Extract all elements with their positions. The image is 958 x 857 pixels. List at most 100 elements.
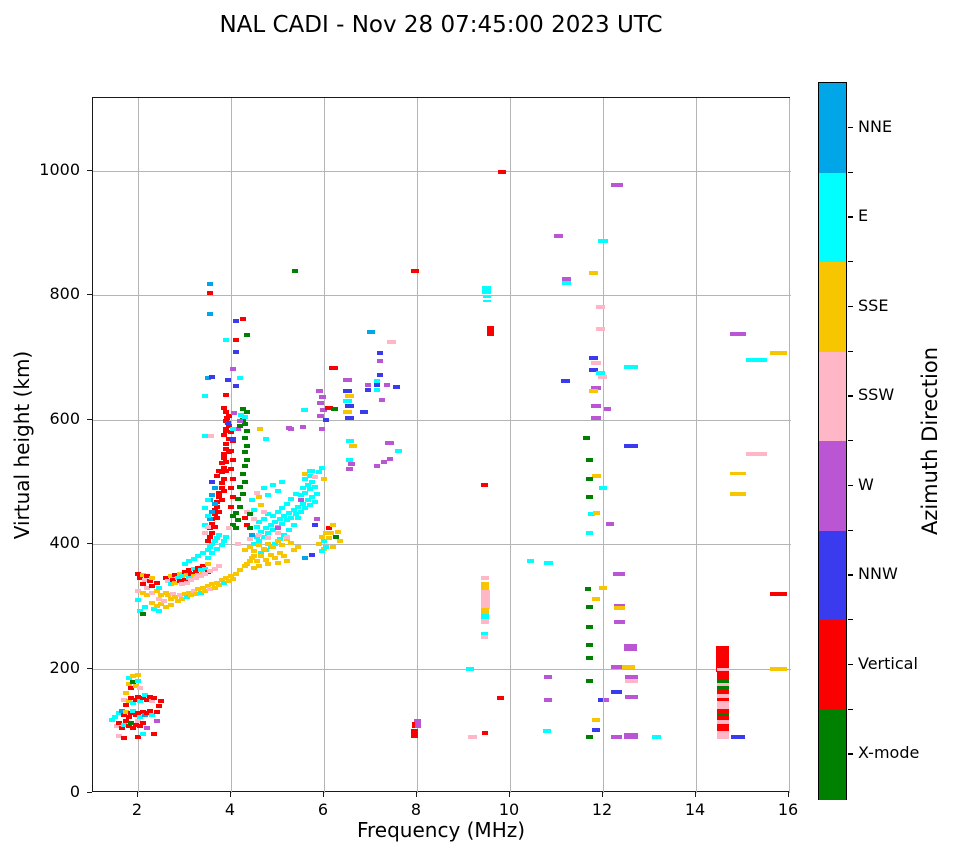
data-point [332,534,339,539]
data-point [232,349,239,354]
data-point [146,708,153,713]
data-point [623,364,638,369]
data-point [260,517,267,522]
data-point [311,499,318,504]
gridline-x [603,98,604,793]
data-point [481,576,490,581]
data-point [125,723,132,728]
data-point [304,482,311,487]
data-point [139,721,146,726]
data-point [155,585,162,590]
colorbar-tick [848,753,853,755]
data-point [216,509,223,514]
colorbar [818,82,847,800]
data-point [223,576,230,581]
data-point [251,542,258,546]
data-point [202,566,209,571]
data-point [374,387,381,392]
data-point [148,584,155,589]
colorbar-tick [848,663,853,666]
data-point [130,700,137,705]
x-tick-label: 2 [131,800,143,819]
data-point [244,457,251,462]
data-point [302,555,309,560]
colorbar-segment-Vertical [819,620,846,710]
y-tick-label: 400 [49,533,80,552]
data-point [598,697,604,702]
data-point [562,280,572,285]
data-point [204,561,211,566]
data-point [262,526,269,531]
data-point [585,494,593,499]
y-tick-label: 1000 [39,159,80,179]
x-tick [695,792,697,797]
data-point [262,557,269,562]
data-point [729,492,746,497]
data-point [190,556,197,561]
data-point [237,504,244,509]
plot-area [92,97,791,793]
data-point [123,719,130,724]
x-tick [788,792,790,797]
data-point [260,546,267,551]
data-point [283,559,290,564]
data-point [223,337,230,342]
data-point [123,710,130,715]
data-point [209,509,216,514]
data-point [241,464,248,469]
data-point [137,723,144,728]
data-point [265,561,272,566]
data-point [167,574,174,579]
data-point [237,418,244,423]
data-point [716,712,729,717]
data-point [611,664,623,669]
data-point [207,534,214,539]
data-point [591,403,602,408]
data-point [591,385,602,390]
data-point [111,715,118,720]
gridline-x [231,98,232,793]
data-point [345,415,355,420]
data-point [365,387,372,392]
data-point [128,721,135,726]
data-point [221,580,228,585]
data-point [211,585,218,590]
data-point [260,485,267,490]
colorbar-boundary-tick [848,708,853,710]
data-point [482,296,491,299]
data-point [125,675,132,680]
data-point [283,518,290,523]
data-point [613,606,625,611]
data-point [209,551,216,556]
data-point [598,239,608,244]
data-point [216,490,223,495]
data-point [183,573,190,578]
data-point [204,524,211,529]
data-point [116,711,123,716]
data-point [281,513,288,518]
data-point [279,479,286,484]
data-point [202,571,209,576]
x-tick [509,792,511,797]
data-point [158,593,165,598]
colorbar-tick-label: W [858,474,874,494]
colorbar-tick [848,305,853,308]
data-point [318,426,325,431]
data-point [132,722,139,727]
data-point [267,523,274,528]
data-point [162,576,169,581]
data-point [130,680,137,685]
data-point [183,580,190,585]
data-point [334,529,341,534]
data-point [179,574,186,579]
data-point [480,635,488,640]
data-point [729,332,746,337]
data-point [218,470,225,475]
data-point [234,518,241,523]
data-point [230,513,237,518]
data-point [610,182,623,187]
data-point [139,611,146,616]
data-point [141,578,148,583]
data-point [274,526,281,531]
data-point [179,596,186,601]
